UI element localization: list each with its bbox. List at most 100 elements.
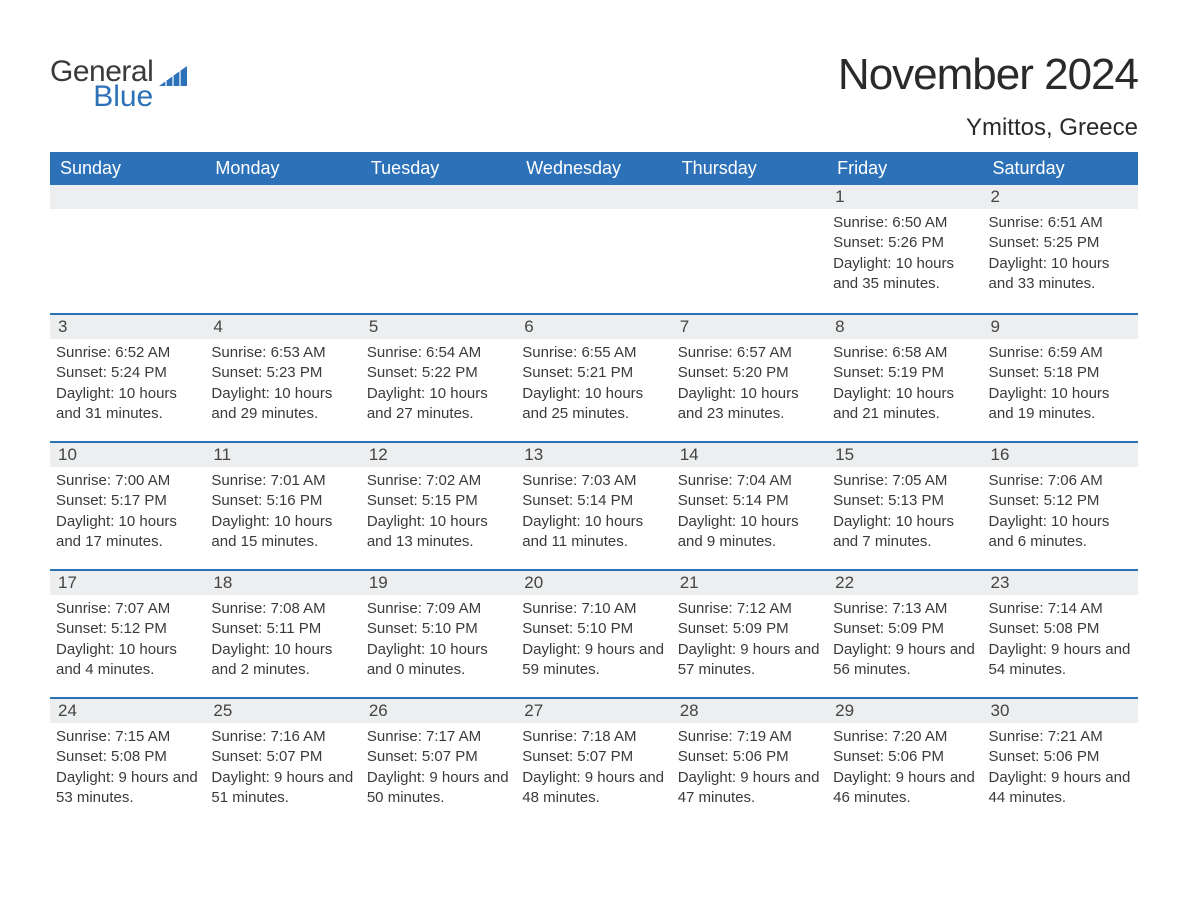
calendar-day-cell: 18Sunrise: 7:08 AMSunset: 5:11 PMDayligh… [205, 571, 360, 697]
day-number: 21 [672, 571, 827, 595]
day-details: Sunrise: 6:53 AMSunset: 5:23 PMDaylight:… [205, 339, 360, 432]
calendar-week-row: 3Sunrise: 6:52 AMSunset: 5:24 PMDaylight… [50, 313, 1138, 441]
calendar-day-cell [50, 185, 205, 313]
calendar-day-cell: 6Sunrise: 6:55 AMSunset: 5:21 PMDaylight… [516, 315, 671, 441]
day-details: Sunrise: 6:52 AMSunset: 5:24 PMDaylight:… [50, 339, 205, 432]
day-details: Sunrise: 7:07 AMSunset: 5:12 PMDaylight:… [50, 595, 205, 688]
day-details: Sunrise: 7:02 AMSunset: 5:15 PMDaylight:… [361, 467, 516, 560]
day-number: 4 [205, 315, 360, 339]
day-number: 15 [827, 443, 982, 467]
calendar-day-cell: 13Sunrise: 7:03 AMSunset: 5:14 PMDayligh… [516, 443, 671, 569]
calendar-week-row: 1Sunrise: 6:50 AMSunset: 5:26 PMDaylight… [50, 185, 1138, 313]
day-number: 23 [983, 571, 1138, 595]
empty-day-bar [672, 185, 827, 209]
day-number: 11 [205, 443, 360, 467]
empty-day-bar [361, 185, 516, 209]
day-details: Sunrise: 7:14 AMSunset: 5:08 PMDaylight:… [983, 595, 1138, 688]
calendar-day-cell: 23Sunrise: 7:14 AMSunset: 5:08 PMDayligh… [983, 571, 1138, 697]
day-number: 10 [50, 443, 205, 467]
calendar-day-cell: 5Sunrise: 6:54 AMSunset: 5:22 PMDaylight… [361, 315, 516, 441]
day-details: Sunrise: 7:00 AMSunset: 5:17 PMDaylight:… [50, 467, 205, 560]
calendar-day-cell [672, 185, 827, 313]
day-number: 14 [672, 443, 827, 467]
day-number: 2 [983, 185, 1138, 209]
calendar-day-cell: 19Sunrise: 7:09 AMSunset: 5:10 PMDayligh… [361, 571, 516, 697]
calendar-day-cell: 16Sunrise: 7:06 AMSunset: 5:12 PMDayligh… [983, 443, 1138, 569]
calendar-day-cell: 25Sunrise: 7:16 AMSunset: 5:07 PMDayligh… [205, 699, 360, 825]
calendar-day-cell [205, 185, 360, 313]
weekday-header: Sunday [50, 152, 205, 185]
weekday-header: Friday [827, 152, 982, 185]
day-details: Sunrise: 7:12 AMSunset: 5:09 PMDaylight:… [672, 595, 827, 688]
calendar-week-row: 10Sunrise: 7:00 AMSunset: 5:17 PMDayligh… [50, 441, 1138, 569]
logo: General Blue [50, 30, 191, 111]
empty-day-bar [516, 185, 671, 209]
day-details: Sunrise: 7:18 AMSunset: 5:07 PMDaylight:… [516, 723, 671, 816]
day-number: 22 [827, 571, 982, 595]
logo-text: General Blue [50, 58, 153, 111]
day-number: 9 [983, 315, 1138, 339]
day-details: Sunrise: 6:50 AMSunset: 5:26 PMDaylight:… [827, 209, 982, 302]
day-number: 19 [361, 571, 516, 595]
calendar-day-cell: 7Sunrise: 6:57 AMSunset: 5:20 PMDaylight… [672, 315, 827, 441]
day-number: 17 [50, 571, 205, 595]
calendar-day-cell: 1Sunrise: 6:50 AMSunset: 5:26 PMDaylight… [827, 185, 982, 313]
day-number: 18 [205, 571, 360, 595]
weekday-header: Monday [205, 152, 360, 185]
day-number: 12 [361, 443, 516, 467]
day-number: 20 [516, 571, 671, 595]
day-details: Sunrise: 7:19 AMSunset: 5:06 PMDaylight:… [672, 723, 827, 816]
day-details: Sunrise: 6:57 AMSunset: 5:20 PMDaylight:… [672, 339, 827, 432]
weekday-header: Tuesday [361, 152, 516, 185]
logo-word-blue: Blue [93, 83, 153, 112]
day-details: Sunrise: 7:15 AMSunset: 5:08 PMDaylight:… [50, 723, 205, 816]
day-details: Sunrise: 7:20 AMSunset: 5:06 PMDaylight:… [827, 723, 982, 816]
day-details: Sunrise: 7:17 AMSunset: 5:07 PMDaylight:… [361, 723, 516, 816]
calendar-day-cell: 11Sunrise: 7:01 AMSunset: 5:16 PMDayligh… [205, 443, 360, 569]
empty-day-bar [50, 185, 205, 209]
day-details: Sunrise: 6:59 AMSunset: 5:18 PMDaylight:… [983, 339, 1138, 432]
day-number: 26 [361, 699, 516, 723]
calendar-header-row: SundayMondayTuesdayWednesdayThursdayFrid… [50, 152, 1138, 185]
calendar-week-row: 24Sunrise: 7:15 AMSunset: 5:08 PMDayligh… [50, 697, 1138, 825]
calendar-day-cell: 14Sunrise: 7:04 AMSunset: 5:14 PMDayligh… [672, 443, 827, 569]
calendar-day-cell [361, 185, 516, 313]
calendar-table: SundayMondayTuesdayWednesdayThursdayFrid… [50, 152, 1138, 825]
calendar-day-cell: 24Sunrise: 7:15 AMSunset: 5:08 PMDayligh… [50, 699, 205, 825]
day-details: Sunrise: 6:55 AMSunset: 5:21 PMDaylight:… [516, 339, 671, 432]
calendar-day-cell: 22Sunrise: 7:13 AMSunset: 5:09 PMDayligh… [827, 571, 982, 697]
calendar-day-cell: 9Sunrise: 6:59 AMSunset: 5:18 PMDaylight… [983, 315, 1138, 441]
month-title: November 2024 [838, 50, 1138, 100]
calendar-day-cell: 2Sunrise: 6:51 AMSunset: 5:25 PMDaylight… [983, 185, 1138, 313]
day-details: Sunrise: 7:03 AMSunset: 5:14 PMDaylight:… [516, 467, 671, 560]
calendar-weeks: 1Sunrise: 6:50 AMSunset: 5:26 PMDaylight… [50, 185, 1138, 825]
weekday-header: Thursday [672, 152, 827, 185]
calendar-day-cell [516, 185, 671, 313]
day-details: Sunrise: 7:01 AMSunset: 5:16 PMDaylight:… [205, 467, 360, 560]
day-number: 13 [516, 443, 671, 467]
calendar-day-cell: 3Sunrise: 6:52 AMSunset: 5:24 PMDaylight… [50, 315, 205, 441]
day-details: Sunrise: 6:58 AMSunset: 5:19 PMDaylight:… [827, 339, 982, 432]
day-details: Sunrise: 7:04 AMSunset: 5:14 PMDaylight:… [672, 467, 827, 560]
day-number: 27 [516, 699, 671, 723]
day-details: Sunrise: 7:16 AMSunset: 5:07 PMDaylight:… [205, 723, 360, 816]
day-number: 7 [672, 315, 827, 339]
day-details: Sunrise: 7:05 AMSunset: 5:13 PMDaylight:… [827, 467, 982, 560]
empty-day-bar [205, 185, 360, 209]
day-details: Sunrise: 6:51 AMSunset: 5:25 PMDaylight:… [983, 209, 1138, 302]
day-details: Sunrise: 7:21 AMSunset: 5:06 PMDaylight:… [983, 723, 1138, 816]
day-details: Sunrise: 7:08 AMSunset: 5:11 PMDaylight:… [205, 595, 360, 688]
calendar-day-cell: 28Sunrise: 7:19 AMSunset: 5:06 PMDayligh… [672, 699, 827, 825]
day-number: 16 [983, 443, 1138, 467]
day-details: Sunrise: 6:54 AMSunset: 5:22 PMDaylight:… [361, 339, 516, 432]
calendar-day-cell: 4Sunrise: 6:53 AMSunset: 5:23 PMDaylight… [205, 315, 360, 441]
day-number: 25 [205, 699, 360, 723]
calendar-day-cell: 8Sunrise: 6:58 AMSunset: 5:19 PMDaylight… [827, 315, 982, 441]
calendar-day-cell: 20Sunrise: 7:10 AMSunset: 5:10 PMDayligh… [516, 571, 671, 697]
day-details: Sunrise: 7:09 AMSunset: 5:10 PMDaylight:… [361, 595, 516, 688]
day-details: Sunrise: 7:10 AMSunset: 5:10 PMDaylight:… [516, 595, 671, 688]
day-number: 8 [827, 315, 982, 339]
calendar-day-cell: 27Sunrise: 7:18 AMSunset: 5:07 PMDayligh… [516, 699, 671, 825]
weekday-header: Saturday [983, 152, 1138, 185]
calendar-day-cell: 12Sunrise: 7:02 AMSunset: 5:15 PMDayligh… [361, 443, 516, 569]
